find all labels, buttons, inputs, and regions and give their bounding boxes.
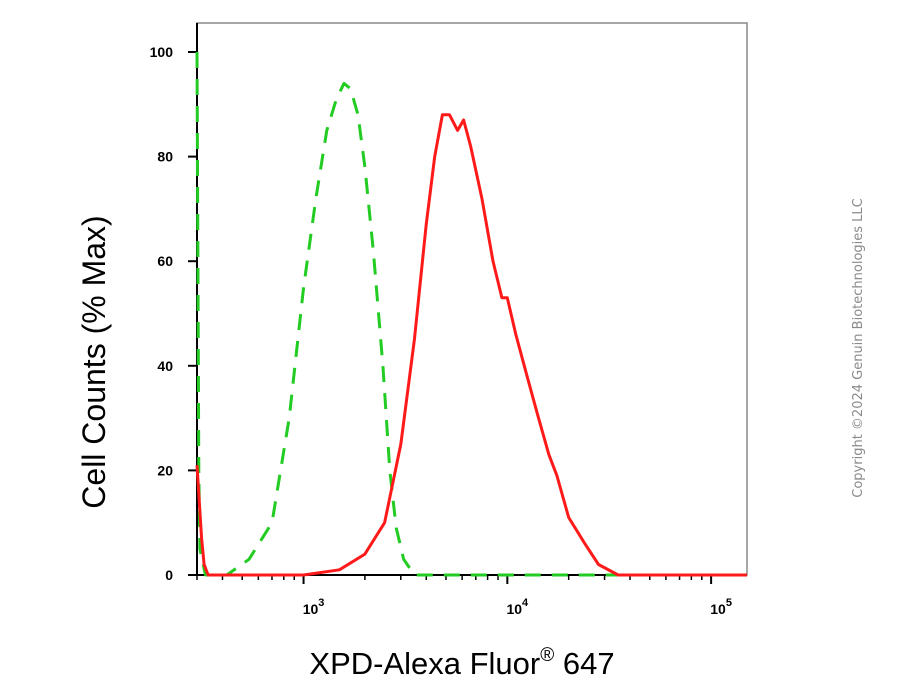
plot-frame <box>196 22 748 576</box>
x-axis-title: XPD-Alexa Fluor® 647 <box>309 645 614 681</box>
y-tick-label: 80 <box>157 149 173 165</box>
x-tick-label: 105 <box>710 597 732 617</box>
y-axis-title: Cell Counts (% Max) <box>76 215 112 508</box>
y-tick-label: 20 <box>157 462 173 478</box>
y-tick-label: 60 <box>157 253 173 269</box>
xpd-stained-histogram <box>195 113 747 577</box>
x-axis-title-main: XPD-Alexa Fluor <box>309 646 540 681</box>
x-axis-ticks: 103 104 105 <box>196 575 732 617</box>
x-tick-label: 103 <box>303 597 325 617</box>
x-tick-label: 104 <box>506 597 529 617</box>
isotype-control-histogram <box>195 51 747 577</box>
y-axis-ticks: 0 20 40 60 80 100 <box>150 44 197 583</box>
x-axis-title-registered: ® <box>540 645 554 666</box>
x-axis-title-suffix: 647 <box>554 646 614 681</box>
series-lines <box>195 51 747 577</box>
copyright-watermark: Copyright ©2024 Genuin Biotechnologies L… <box>851 198 866 497</box>
y-tick-label: 40 <box>157 358 173 374</box>
y-tick-label: 100 <box>150 44 174 60</box>
y-tick-label: 0 <box>165 567 173 583</box>
